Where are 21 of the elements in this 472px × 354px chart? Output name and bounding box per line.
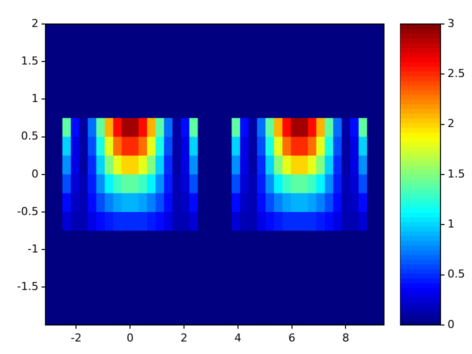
y-tick-label: 0 <box>31 167 38 180</box>
x-tick-label: 0 <box>126 331 134 344</box>
color-bar-label: 3 <box>448 16 455 30</box>
x-tick-label: -2 <box>70 331 82 344</box>
x-tick-label: 2 <box>180 331 188 344</box>
x-tick-label: 6 <box>288 331 296 344</box>
color-bar-label: 1 <box>448 218 455 231</box>
color-bar-label: 0.5 <box>448 268 466 281</box>
x-tick-label: 8 <box>342 331 350 344</box>
y-tick-label: 1.5 <box>20 54 38 68</box>
y-tick-label: -0.5 <box>16 204 38 218</box>
color-bar-label: 2.5 <box>448 67 466 80</box>
y-tick-label: -1.5 <box>16 280 38 294</box>
color-bar-label: 0 <box>448 318 455 331</box>
y-tick-label: 0.5 <box>20 130 38 143</box>
y-tick-label: 2 <box>31 16 38 30</box>
y-tick-label: -1 <box>27 242 38 256</box>
color-bar-label: 1.5 <box>448 167 466 180</box>
y-tick-label: 1 <box>31 92 38 106</box>
color-bar-label: 2 <box>448 117 455 130</box>
x-tick-label: 4 <box>234 331 242 344</box>
